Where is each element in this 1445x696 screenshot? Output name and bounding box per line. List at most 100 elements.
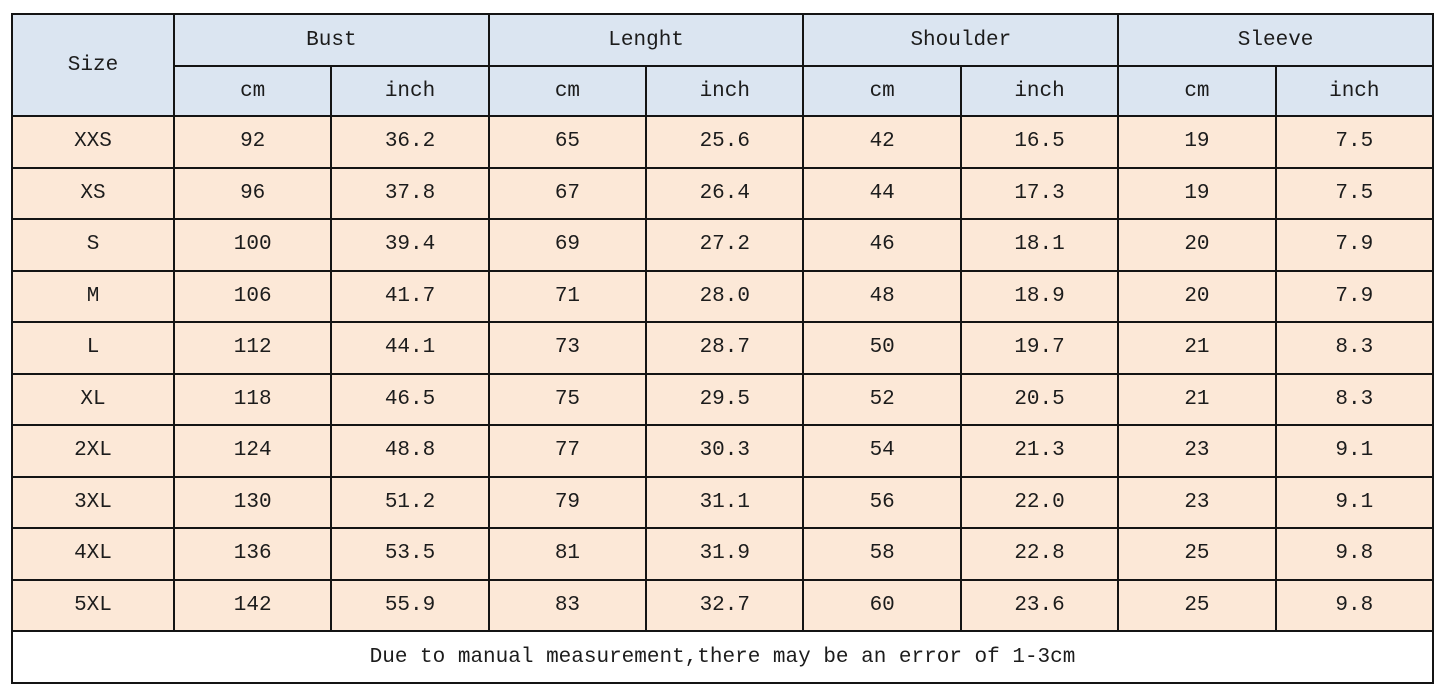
- bust-cm-cell: 92: [172, 115, 333, 169]
- bust-cm-cell: 130: [172, 475, 333, 529]
- sleeve-inch-cell: 8.3: [1274, 372, 1435, 426]
- sleeve-inch-cell: 9.8: [1274, 527, 1435, 581]
- unit-header-sleeve-inch: inch: [1274, 65, 1435, 117]
- shoulder-inch-cell: 19.7: [959, 321, 1120, 375]
- shoulder-inch-cell: 18.1: [959, 218, 1120, 272]
- size-table-row: XL 118 46.5 75 29.5 52 20.5 21 8.3: [11, 372, 1435, 426]
- unit-header-bust-inch: inch: [330, 65, 490, 117]
- length-inch-cell: 30.3: [645, 424, 805, 478]
- header-group-row: Size Bust Lenght Shoulder Sleeve: [11, 13, 1434, 117]
- column-header-shoulder: Shoulder: [802, 13, 1120, 67]
- shoulder-inch-cell: 23.6: [959, 578, 1120, 632]
- sleeve-inch-cell: 7.9: [1274, 218, 1435, 272]
- column-header-bust: Bust: [172, 13, 490, 67]
- sleeve-cm-cell: 23: [1117, 424, 1277, 478]
- shoulder-cm-cell: 60: [802, 578, 962, 632]
- length-cm-cell: 71: [487, 269, 648, 323]
- unit-header-sleeve-cm: cm: [1117, 65, 1277, 117]
- shoulder-cm-cell: 56: [802, 475, 962, 529]
- length-cm-cell: 67: [487, 166, 648, 220]
- length-inch-cell: 26.4: [645, 166, 805, 220]
- sleeve-cm-cell: 19: [1117, 115, 1277, 169]
- footer-row: Due to manual measurement,there may be a…: [11, 630, 1434, 684]
- sleeve-cm-cell: 21: [1117, 321, 1277, 375]
- sleeve-cm-cell: 25: [1117, 527, 1277, 581]
- size-label-cell: XXS: [11, 115, 175, 169]
- sleeve-inch-cell: 7.5: [1274, 115, 1435, 169]
- size-label-cell: 2XL: [11, 424, 175, 478]
- measurement-note: Due to manual measurement,there may be a…: [11, 630, 1434, 684]
- size-label-cell: S: [11, 218, 175, 272]
- shoulder-cm-cell: 54: [802, 424, 962, 478]
- shoulder-inch-cell: 22.8: [959, 527, 1120, 581]
- size-chart-container: Size Bust Lenght Shoulder Sleeve cm inch…: [11, 13, 1435, 684]
- sleeve-inch-cell: 9.1: [1274, 475, 1435, 529]
- length-inch-cell: 28.7: [645, 321, 805, 375]
- table-body: XXS 92 36.2 65 25.6 42 16.5 19 7.5 XS 96…: [11, 115, 1435, 632]
- sleeve-cm-cell: 20: [1117, 218, 1277, 272]
- unit-header-shoulder-inch: inch: [959, 65, 1120, 117]
- sleeve-inch-cell: 7.5: [1274, 166, 1435, 220]
- bust-inch-cell: 39.4: [330, 218, 490, 272]
- bust-cm-cell: 106: [172, 269, 333, 323]
- length-inch-cell: 31.1: [645, 475, 805, 529]
- shoulder-inch-cell: 17.3: [959, 166, 1120, 220]
- sleeve-inch-cell: 7.9: [1274, 269, 1435, 323]
- length-cm-cell: 65: [487, 115, 648, 169]
- shoulder-inch-cell: 18.9: [959, 269, 1120, 323]
- column-header-size: Size: [11, 13, 175, 117]
- bust-inch-cell: 48.8: [330, 424, 490, 478]
- bust-inch-cell: 46.5: [330, 372, 490, 426]
- size-label-cell: 4XL: [11, 527, 175, 581]
- length-inch-cell: 29.5: [645, 372, 805, 426]
- length-inch-cell: 27.2: [645, 218, 805, 272]
- size-label-cell: M: [11, 269, 175, 323]
- bust-inch-cell: 51.2: [330, 475, 490, 529]
- column-header-length: Lenght: [487, 13, 805, 67]
- shoulder-cm-cell: 42: [802, 115, 962, 169]
- length-inch-cell: 28.0: [645, 269, 805, 323]
- length-cm-cell: 83: [487, 578, 648, 632]
- bust-inch-cell: 53.5: [330, 527, 490, 581]
- unit-header-bust-cm: cm: [172, 65, 333, 117]
- shoulder-inch-cell: 21.3: [959, 424, 1120, 478]
- bust-cm-cell: 112: [172, 321, 333, 375]
- shoulder-inch-cell: 20.5: [959, 372, 1120, 426]
- sleeve-inch-cell: 9.1: [1274, 424, 1435, 478]
- size-table-row: S 100 39.4 69 27.2 46 18.1 20 7.9: [11, 218, 1435, 272]
- length-cm-cell: 79: [487, 475, 648, 529]
- unit-header-length-inch: inch: [645, 65, 805, 117]
- sleeve-cm-cell: 19: [1117, 166, 1277, 220]
- size-table-row: 4XL 136 53.5 81 31.9 58 22.8 25 9.8: [11, 527, 1435, 581]
- length-inch-cell: 32.7: [645, 578, 805, 632]
- bust-cm-cell: 118: [172, 372, 333, 426]
- table-footer: Due to manual measurement,there may be a…: [11, 630, 1434, 684]
- length-inch-cell: 25.6: [645, 115, 805, 169]
- size-table-row: XXS 92 36.2 65 25.6 42 16.5 19 7.5: [11, 115, 1435, 169]
- shoulder-cm-cell: 58: [802, 527, 962, 581]
- column-header-sleeve: Sleeve: [1117, 13, 1434, 67]
- shoulder-inch-cell: 16.5: [959, 115, 1120, 169]
- sleeve-cm-cell: 20: [1117, 269, 1277, 323]
- bust-cm-cell: 124: [172, 424, 333, 478]
- bust-inch-cell: 37.8: [330, 166, 490, 220]
- shoulder-cm-cell: 52: [802, 372, 962, 426]
- size-table-row: M 106 41.7 71 28.0 48 18.9 20 7.9: [11, 269, 1435, 323]
- bust-cm-cell: 136: [172, 527, 333, 581]
- header-unit-row: cm inch cm inch cm inch cm inch: [12, 65, 1435, 117]
- length-cm-cell: 77: [487, 424, 648, 478]
- sleeve-cm-cell: 21: [1117, 372, 1277, 426]
- length-cm-cell: 81: [487, 527, 648, 581]
- bust-cm-cell: 142: [172, 578, 333, 632]
- bust-cm-cell: 96: [172, 166, 333, 220]
- bust-cm-cell: 100: [172, 218, 333, 272]
- sleeve-inch-cell: 9.8: [1274, 578, 1435, 632]
- unit-header-length-cm: cm: [487, 65, 648, 117]
- bust-inch-cell: 55.9: [330, 578, 490, 632]
- shoulder-inch-cell: 22.0: [959, 475, 1120, 529]
- bust-inch-cell: 44.1: [330, 321, 490, 375]
- shoulder-cm-cell: 50: [802, 321, 962, 375]
- shoulder-cm-cell: 46: [802, 218, 962, 272]
- sleeve-cm-cell: 25: [1117, 578, 1277, 632]
- size-label-cell: XS: [11, 166, 175, 220]
